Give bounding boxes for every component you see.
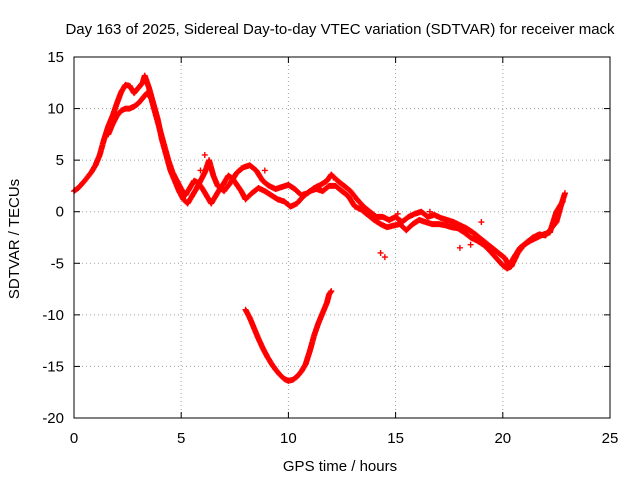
series-1 — [105, 90, 566, 272]
y-tick-label: 10 — [47, 101, 64, 118]
chart-title: Day 163 of 2025, Sidereal Day-to-day VTE… — [65, 21, 615, 38]
x-axis-label: GPS time / hours — [283, 458, 397, 475]
y-tick-label: -20 — [42, 410, 64, 427]
y-tick-label: -5 — [51, 255, 64, 272]
y-tick-label: -10 — [42, 307, 64, 324]
y-tick-label: 0 — [56, 204, 64, 221]
series-3 — [242, 288, 335, 384]
x-tick-label: 25 — [602, 430, 619, 447]
y-tick-label: 5 — [56, 152, 64, 169]
y-tick-label: 15 — [47, 49, 64, 66]
series-marks — [242, 288, 335, 384]
x-tick-label: 10 — [280, 430, 297, 447]
series-marks — [105, 90, 566, 272]
plot-frame — [73, 56, 611, 419]
y-tick-label: -15 — [42, 358, 64, 375]
series-2 — [197, 151, 485, 261]
x-tick-label: 0 — [70, 430, 78, 447]
y-axis-label: SDTVAR / TECUs — [6, 179, 23, 299]
x-tick-label: 15 — [387, 430, 404, 447]
x-tick-label: 5 — [177, 430, 185, 447]
grid-lines — [74, 57, 610, 418]
series-marks — [197, 151, 485, 261]
x-tick-label: 20 — [494, 430, 511, 447]
